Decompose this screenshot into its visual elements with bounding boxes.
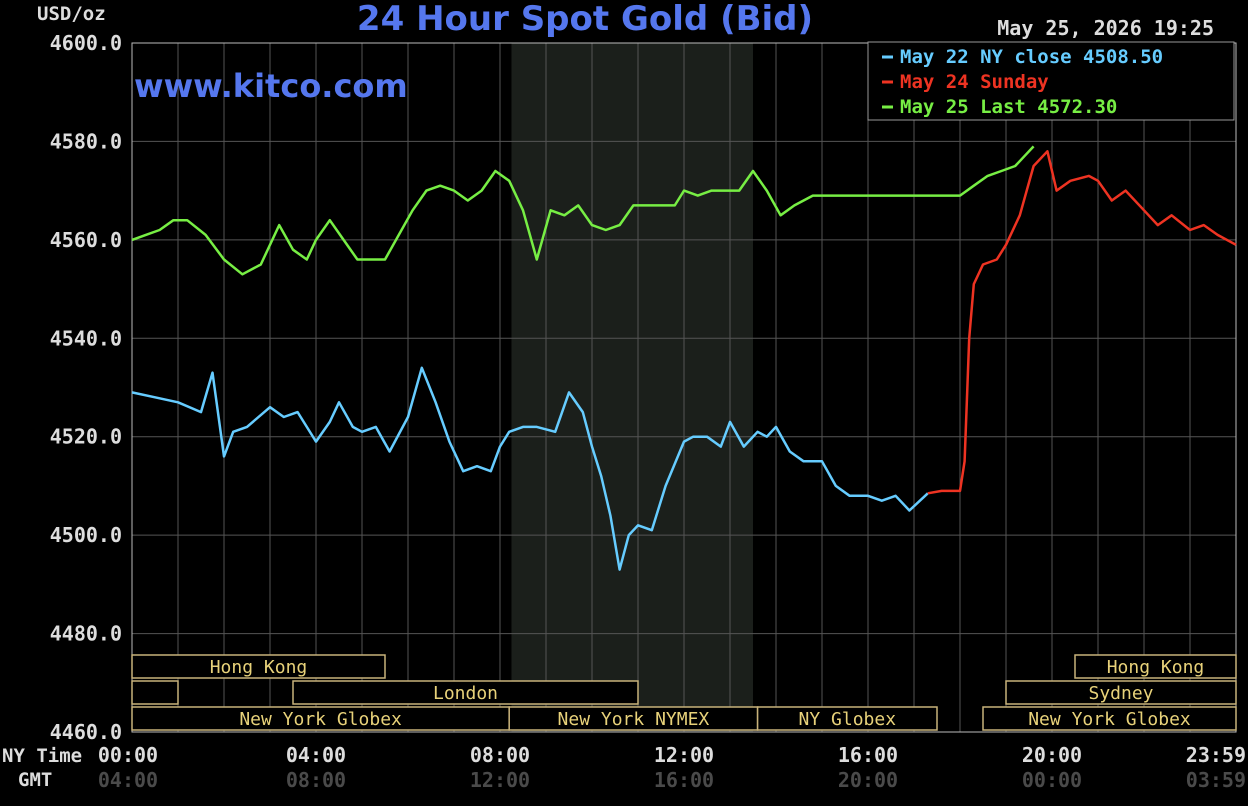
session-bar	[131, 654, 386, 679]
session-bar	[131, 680, 179, 705]
session-label: New York Globex	[1028, 709, 1191, 730]
price-series	[131, 145, 1237, 571]
x-tick-label-gmt: 08:00	[286, 768, 346, 792]
session-label: Hong Kong	[210, 657, 308, 678]
series-line-2	[927, 150, 1237, 495]
session-bar	[292, 680, 639, 705]
ny-time-label: NY Time	[2, 745, 82, 767]
x-tick-label-gmt: 12:00	[470, 768, 530, 792]
x-tick-label-ny: 23:59	[1186, 743, 1246, 767]
timestamp: May 25, 2026 19:25	[997, 16, 1214, 40]
y-tick-label: 4460.0	[50, 720, 122, 744]
session-bar	[1074, 654, 1237, 679]
x-tick-label-gmt: 00:00	[1022, 768, 1082, 792]
series-line-1	[131, 366, 929, 571]
x-tick-label-gmt: 16:00	[654, 768, 714, 792]
y-tick-label: 4600.0	[50, 31, 122, 55]
x-tick-label-gmt: 04:00	[98, 768, 158, 792]
session-label: NY Globex	[799, 709, 897, 730]
x-tick-label-ny: 12:00	[654, 743, 714, 767]
y-tick-label: 4580.0	[50, 129, 122, 153]
session-label: Sydney	[1088, 683, 1153, 704]
legend-entry: May 25 Last 4572.30	[900, 96, 1117, 118]
y-tick-label: 4560.0	[50, 228, 122, 252]
legend-entry: May 24 Sunday	[900, 71, 1049, 93]
legend-box	[867, 41, 1235, 121]
session-bar	[982, 706, 1237, 731]
x-axis-tick-labels: 00:0004:0004:0008:0008:0012:0012:0016:00…	[98, 743, 1246, 792]
x-tick-label-ny: 00:00	[98, 743, 158, 767]
session-label: New York NYMEX	[558, 709, 710, 730]
session-label: Hong Kong	[1107, 657, 1205, 678]
session-bar	[1005, 680, 1237, 705]
y-tick-label: 4520.0	[50, 425, 122, 449]
legend: May 22 NY close 4508.50 May 24 Sunday May …	[882, 46, 1163, 118]
nymex-session-band	[511, 43, 753, 732]
y-axis-tick-labels: 4600.0 4580.0 4560.0 4540.0 4520.0 4500.0 4480…	[50, 31, 122, 744]
session-bar	[756, 706, 938, 731]
gmt-label: GMT	[18, 769, 52, 791]
x-tick-label-gmt: 03:59	[1186, 768, 1246, 792]
session-label: New York Globex	[239, 709, 402, 730]
x-tick-label-ny: 20:00	[1022, 743, 1082, 767]
x-tick-label-ny: 16:00	[838, 743, 898, 767]
chart-title: 24 Hour Spot Gold (Bid)	[357, 0, 813, 39]
x-tick-label-ny: 04:00	[286, 743, 346, 767]
y-axis-unit-label: USD/oz	[37, 3, 106, 25]
x-tick-label-ny: 08:00	[470, 743, 530, 767]
y-tick-label: 4540.0	[50, 326, 122, 350]
legend-entry: May 22 NY close 4508.50	[900, 46, 1163, 68]
y-tick-label: 4500.0	[50, 523, 122, 547]
series-line-3	[131, 145, 1035, 276]
x-tick-label-gmt: 20:00	[838, 768, 898, 792]
y-tick-label: 4480.0	[50, 622, 122, 646]
watermark-url: www.kitco.com	[134, 67, 408, 105]
plot-frame	[131, 42, 1237, 733]
session-bars: Hong Kong Hong Kong London Sydney New York G…	[131, 654, 1237, 731]
session-label: London	[433, 683, 498, 704]
chart-grid	[132, 43, 1236, 732]
